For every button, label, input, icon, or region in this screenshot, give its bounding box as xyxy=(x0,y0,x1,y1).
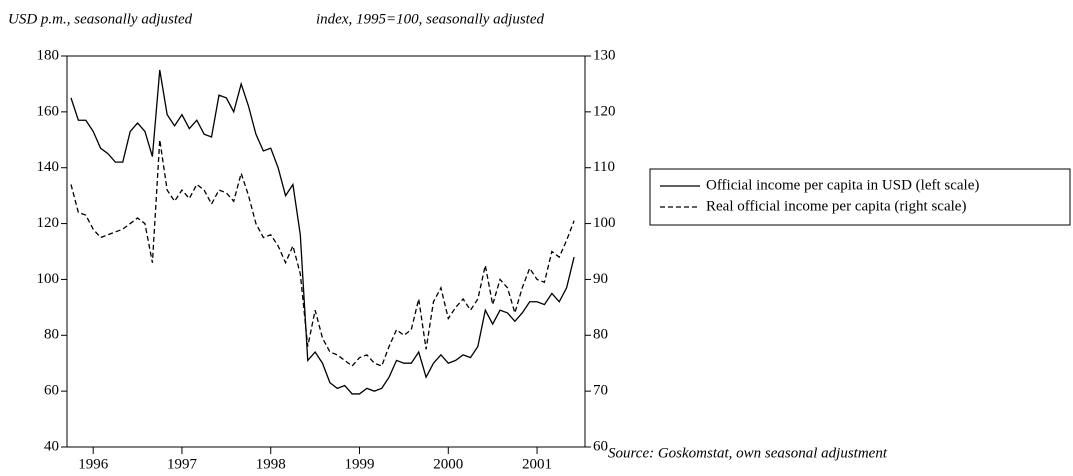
y2-tick-label: 100 xyxy=(593,215,616,231)
y-tick-label: 80 xyxy=(44,327,59,343)
y2-tick-label: 80 xyxy=(593,327,608,343)
y-axis-label: USD p.m., seasonally adjusted xyxy=(8,11,193,27)
x-tick-label: 1997 xyxy=(167,456,198,472)
x-tick-label: 1998 xyxy=(256,456,286,472)
y-tick-label: 60 xyxy=(44,383,59,399)
y-tick-label: 100 xyxy=(37,271,60,287)
x-tick-label: 2000 xyxy=(433,456,463,472)
y2-tick-label: 130 xyxy=(593,47,616,63)
legend-box xyxy=(649,168,1071,226)
source-note: Source: Goskomstat, own seasonal adjustm… xyxy=(608,445,888,461)
x-tick-label: 1999 xyxy=(345,456,375,472)
legend-label: Official income per capita in USD (left … xyxy=(706,177,979,193)
legend-label: Real official income per capita (right s… xyxy=(706,198,966,214)
y2-tick-label: 120 xyxy=(593,103,616,119)
y-tick-label: 140 xyxy=(37,159,60,175)
y-tick-label: 40 xyxy=(44,438,59,454)
series-line xyxy=(70,139,575,367)
y-tick-label: 120 xyxy=(37,215,60,231)
y2-tick-label: 60 xyxy=(593,438,608,454)
y2-tick-label: 110 xyxy=(593,159,615,175)
y2-axis-label: index, 1995=100, seasonally adjusted xyxy=(316,11,545,27)
y2-tick-label: 70 xyxy=(593,383,608,399)
y2-tick-label: 90 xyxy=(593,271,608,287)
plot-frame xyxy=(66,55,586,448)
series-line xyxy=(70,69,575,395)
x-tick-label: 2001 xyxy=(522,456,552,472)
y-tick-label: 160 xyxy=(37,103,60,119)
x-tick-label: 1996 xyxy=(78,456,109,472)
y-tick-label: 180 xyxy=(37,47,60,63)
